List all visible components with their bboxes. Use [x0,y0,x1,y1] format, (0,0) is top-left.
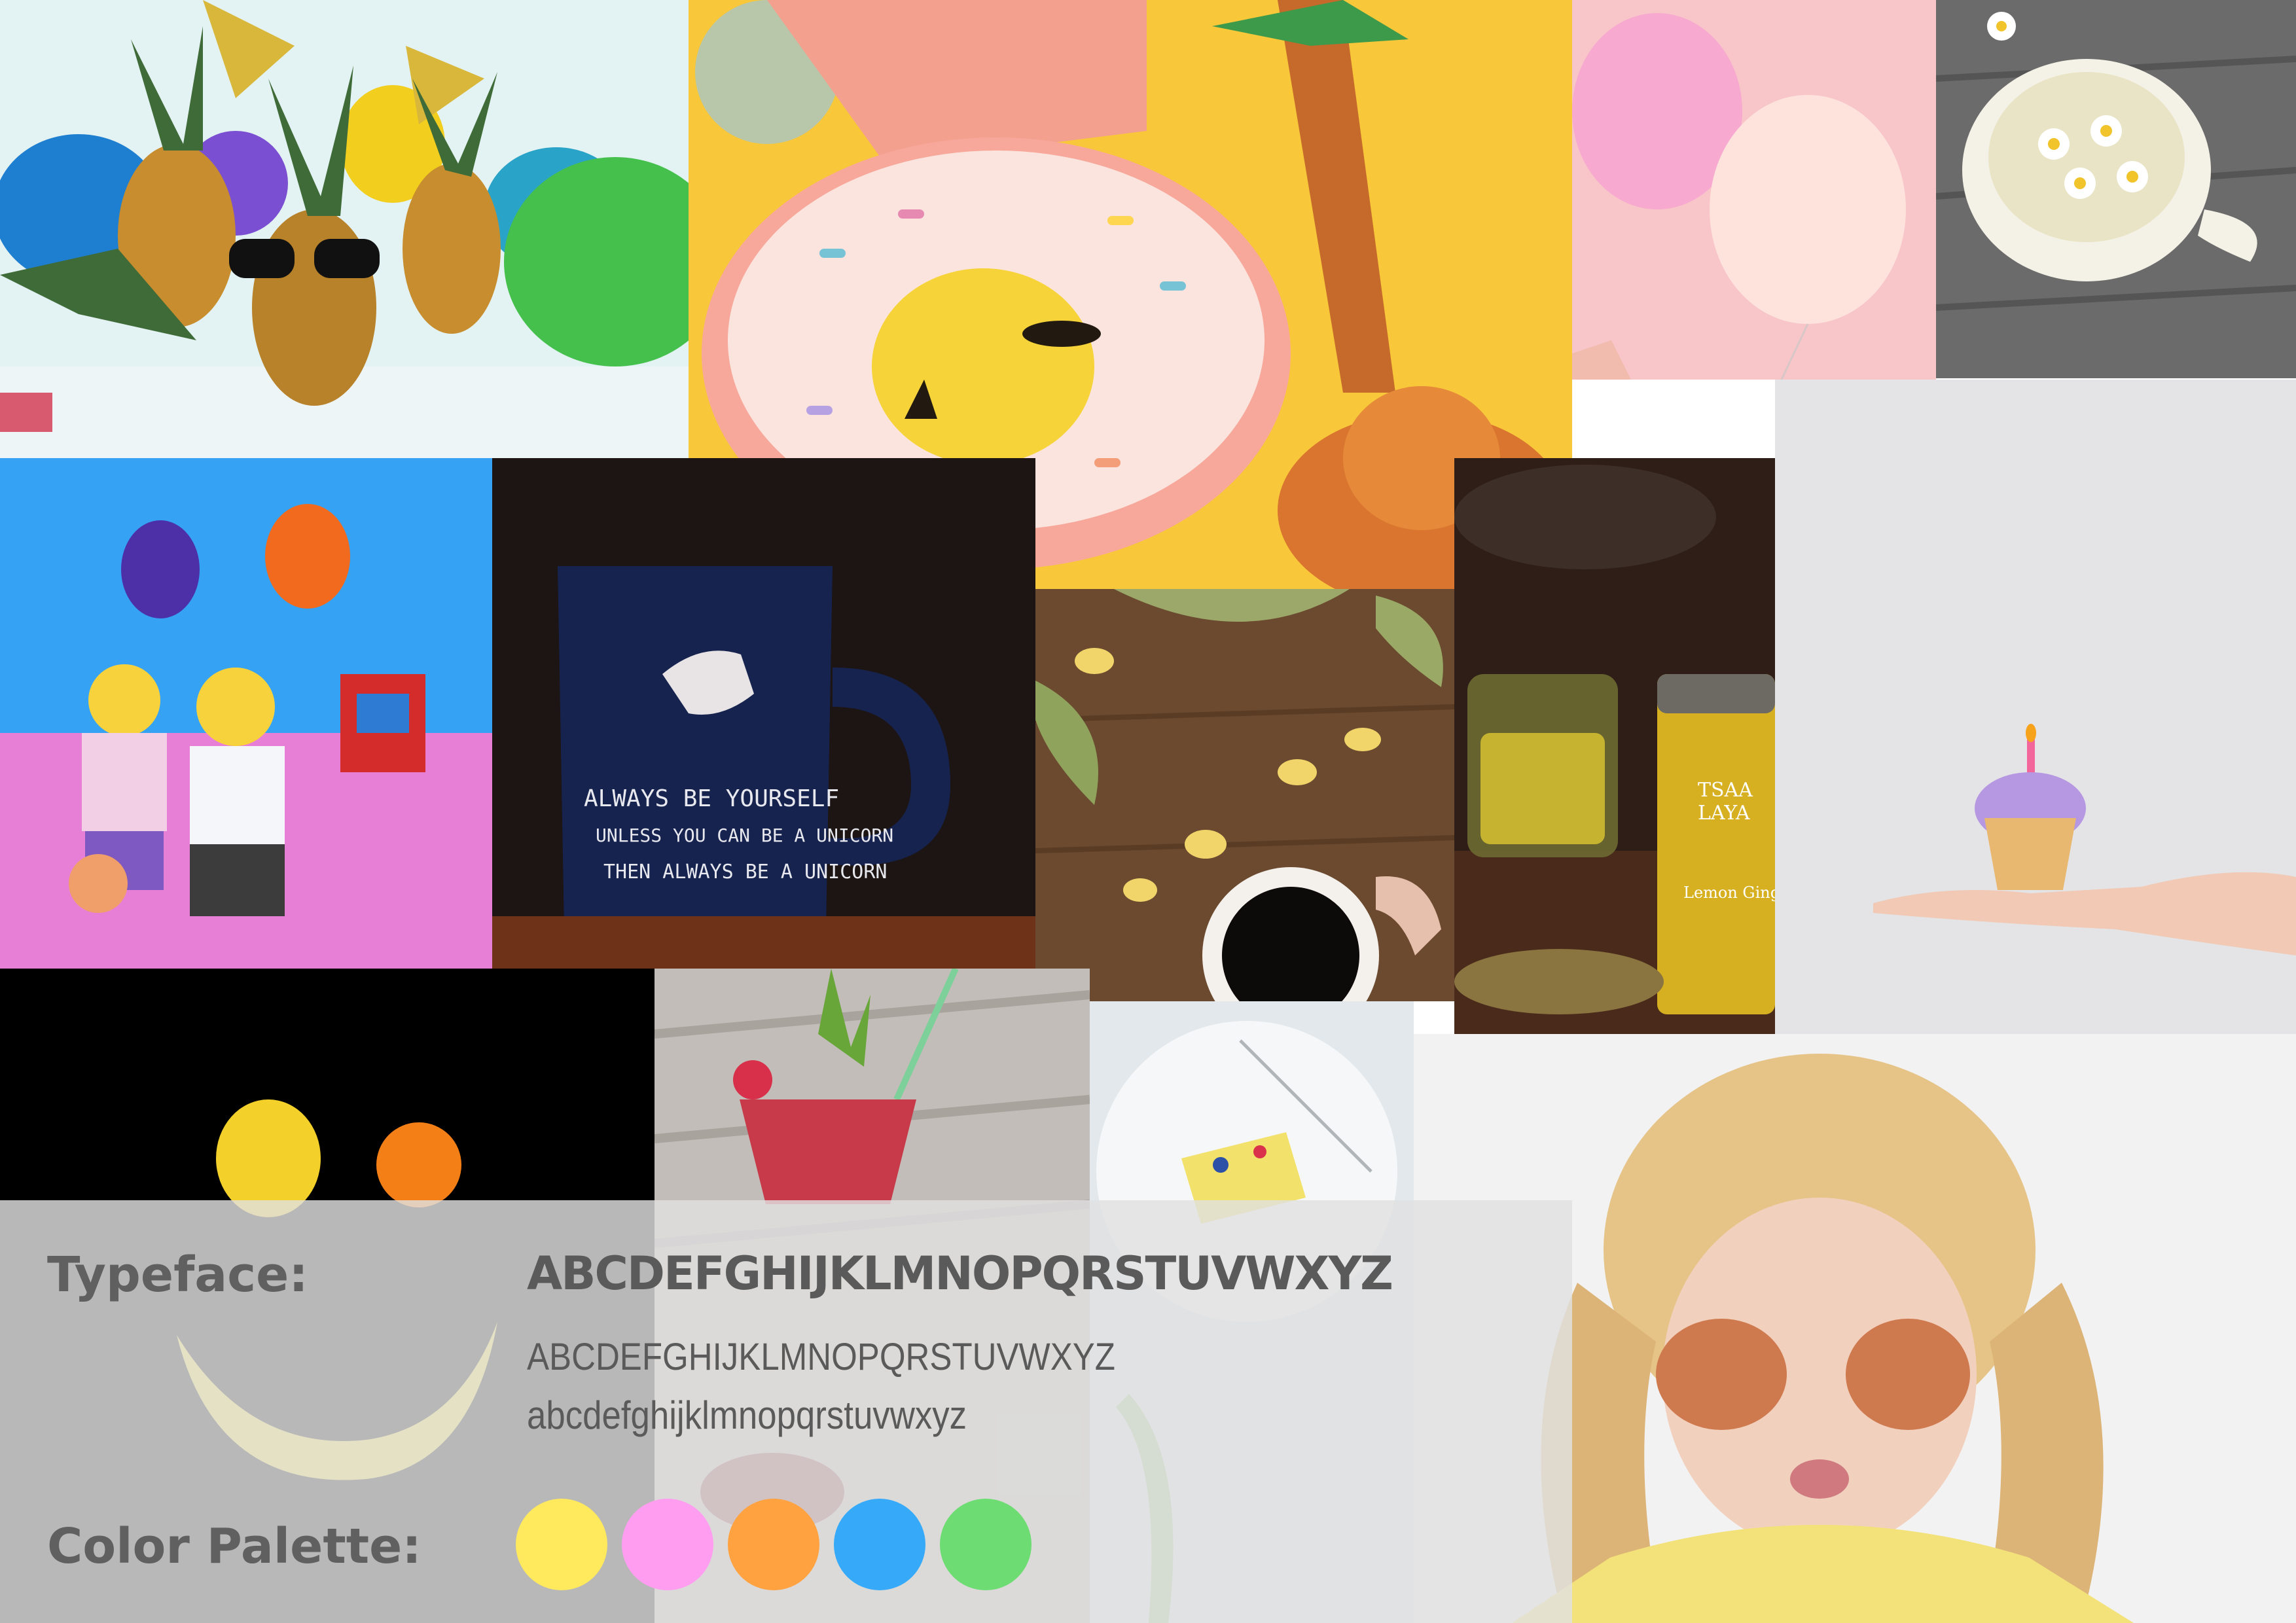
lego-party-photo [0,458,492,969]
unicorn-mug-photo: ALWAYS BE YOURSELF UNLESS YOU CAN BE A U… [492,458,1035,969]
mug-text-line3: THEN ALWAYS BE A UNICORN [603,861,888,883]
cupcake-hand-photo [1775,380,2296,1034]
mug-text-line2: UNLESS YOU CAN BE A UNICORN [596,825,894,846]
pineapple-party-photo [0,0,689,458]
tea-tin-brand-1: TSAA [1698,779,1753,802]
mug-text-line1: ALWAYS BE YOURSELF [584,785,840,812]
donut-float-photo [689,0,1572,589]
palette-swatch-orange [728,1499,819,1590]
tea-tin-brand-2: LAYA [1698,802,1750,825]
color-palette-label: Color Palette: [47,1518,422,1575]
chamomile-tea-photo [1936,0,2296,378]
pink-balloons-photo [1572,0,1936,380]
coffee-leaves-photo [1035,589,1454,1001]
palette-swatch-green [940,1499,1031,1590]
palette-swatch-pink [622,1499,713,1590]
palette-swatch-blue [834,1499,925,1590]
typeface-display-alphabet: ABCDEFGHIJKLMNOPQRSTUVWXYZ [527,1247,1393,1300]
lemon-ginger-tea-photo: TSAA LAYA Lemon Ginger [1454,458,1775,1034]
palette-swatch-yellow [516,1499,607,1590]
tea-tin-flavor: Lemon Ginger [1683,883,1775,902]
typeface-uppercase-sample: ABCDEFGHIJKLMNOPQRSTUVWXYZ [527,1336,1115,1378]
typeface-label: Typeface: [47,1247,308,1303]
typeface-lowercase-sample: abcdefghijklmnopqrstuvwxyz [527,1393,967,1437]
